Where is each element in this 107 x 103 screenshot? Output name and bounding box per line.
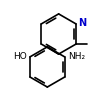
Text: NH₂: NH₂ bbox=[68, 52, 85, 61]
Text: HO: HO bbox=[13, 52, 27, 61]
Text: N: N bbox=[79, 18, 87, 28]
